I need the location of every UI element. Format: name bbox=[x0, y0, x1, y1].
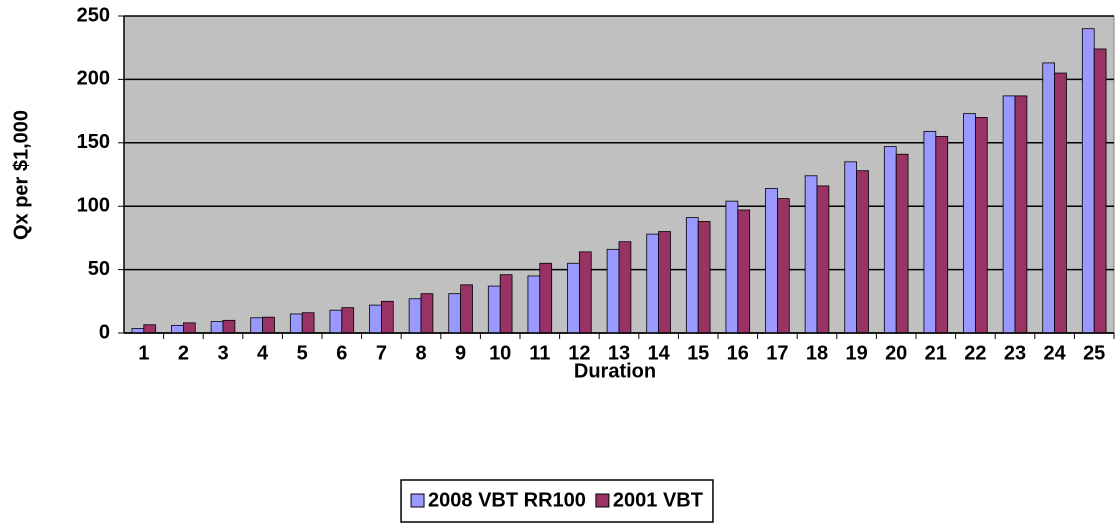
bar bbox=[1054, 72, 1067, 334]
bar bbox=[527, 275, 541, 334]
bar bbox=[487, 285, 501, 334]
x-tick-label: 25 bbox=[1083, 342, 1105, 364]
x-tick-label: 1 bbox=[138, 342, 149, 364]
bar bbox=[618, 241, 632, 334]
x-tick-label: 23 bbox=[1004, 342, 1026, 364]
x-tick-label: 10 bbox=[489, 342, 511, 364]
x-tick-label: 18 bbox=[806, 342, 828, 364]
bar bbox=[895, 153, 909, 334]
bar bbox=[1093, 48, 1107, 334]
y-axis-label: Qx per $1,000 bbox=[10, 110, 32, 240]
bar bbox=[171, 324, 184, 334]
bar bbox=[210, 321, 224, 334]
bar bbox=[804, 175, 818, 334]
x-tick-label: 24 bbox=[1043, 342, 1066, 364]
bar bbox=[1002, 95, 1016, 334]
y-tick-label: 0 bbox=[99, 321, 110, 343]
bar bbox=[975, 117, 988, 334]
bar bbox=[883, 146, 897, 334]
x-tick-label: 20 bbox=[885, 342, 907, 364]
bar bbox=[499, 274, 513, 334]
bar bbox=[250, 317, 264, 334]
legend bbox=[400, 479, 714, 523]
bar bbox=[448, 293, 462, 334]
bar bbox=[539, 262, 553, 334]
x-tick-label: 12 bbox=[568, 342, 590, 364]
bar bbox=[697, 221, 711, 334]
bar bbox=[725, 200, 739, 334]
bar bbox=[380, 300, 394, 334]
bar bbox=[685, 217, 699, 334]
bar bbox=[856, 170, 869, 334]
bar bbox=[329, 309, 343, 334]
legend-swatch bbox=[410, 493, 425, 508]
x-tick-label: 3 bbox=[217, 342, 228, 364]
bar bbox=[923, 130, 937, 334]
legend-label: 2008 VBT RR100 bbox=[428, 489, 586, 511]
bar bbox=[567, 262, 580, 334]
bar bbox=[301, 312, 315, 334]
x-tick-label: 17 bbox=[766, 342, 788, 364]
bar bbox=[420, 293, 434, 334]
x-tick-label: 5 bbox=[297, 342, 308, 364]
bar bbox=[222, 319, 236, 334]
x-tick-label: 14 bbox=[647, 342, 670, 364]
y-tick-label: 250 bbox=[77, 4, 110, 26]
bar bbox=[1014, 95, 1028, 334]
bar bbox=[1042, 62, 1055, 334]
y-tick-label: 150 bbox=[77, 131, 110, 153]
legend-swatch bbox=[595, 493, 610, 508]
x-tick-label: 19 bbox=[845, 342, 867, 364]
x-tick-label: 13 bbox=[608, 342, 630, 364]
bar bbox=[737, 209, 751, 334]
bar bbox=[646, 233, 659, 334]
bar bbox=[844, 161, 857, 334]
x-tick-label: 4 bbox=[257, 342, 269, 364]
legend-label: 2001 VBT bbox=[613, 489, 703, 511]
x-tick-label: 16 bbox=[727, 342, 749, 364]
x-tick-label: 15 bbox=[687, 342, 709, 364]
x-tick-label: 11 bbox=[529, 342, 550, 364]
y-tick-label: 100 bbox=[77, 194, 110, 216]
bar bbox=[262, 316, 275, 334]
bar bbox=[369, 304, 382, 334]
bar bbox=[289, 313, 303, 334]
bar bbox=[963, 113, 976, 334]
bar bbox=[935, 136, 949, 334]
bar bbox=[658, 231, 671, 334]
bar bbox=[460, 284, 473, 334]
bar bbox=[341, 307, 355, 334]
bar bbox=[408, 298, 422, 334]
bar bbox=[816, 185, 830, 334]
x-tick-label: 2 bbox=[178, 342, 189, 364]
y-tick-label: 50 bbox=[88, 258, 110, 280]
bar bbox=[777, 198, 790, 334]
bar bbox=[182, 322, 196, 334]
bar bbox=[1081, 28, 1095, 334]
bar bbox=[579, 251, 592, 334]
x-axis-label: Duration bbox=[574, 360, 656, 382]
y-tick-label: 200 bbox=[77, 68, 110, 90]
x-tick-label: 21 bbox=[925, 342, 947, 364]
x-tick-label: 8 bbox=[415, 342, 426, 364]
x-tick-label: 6 bbox=[336, 342, 347, 364]
bar bbox=[143, 324, 157, 334]
bar bbox=[606, 248, 620, 334]
bar bbox=[765, 188, 778, 334]
x-tick-label: 9 bbox=[455, 342, 466, 364]
x-tick-label: 22 bbox=[964, 342, 986, 364]
x-tick-label: 7 bbox=[376, 342, 387, 364]
